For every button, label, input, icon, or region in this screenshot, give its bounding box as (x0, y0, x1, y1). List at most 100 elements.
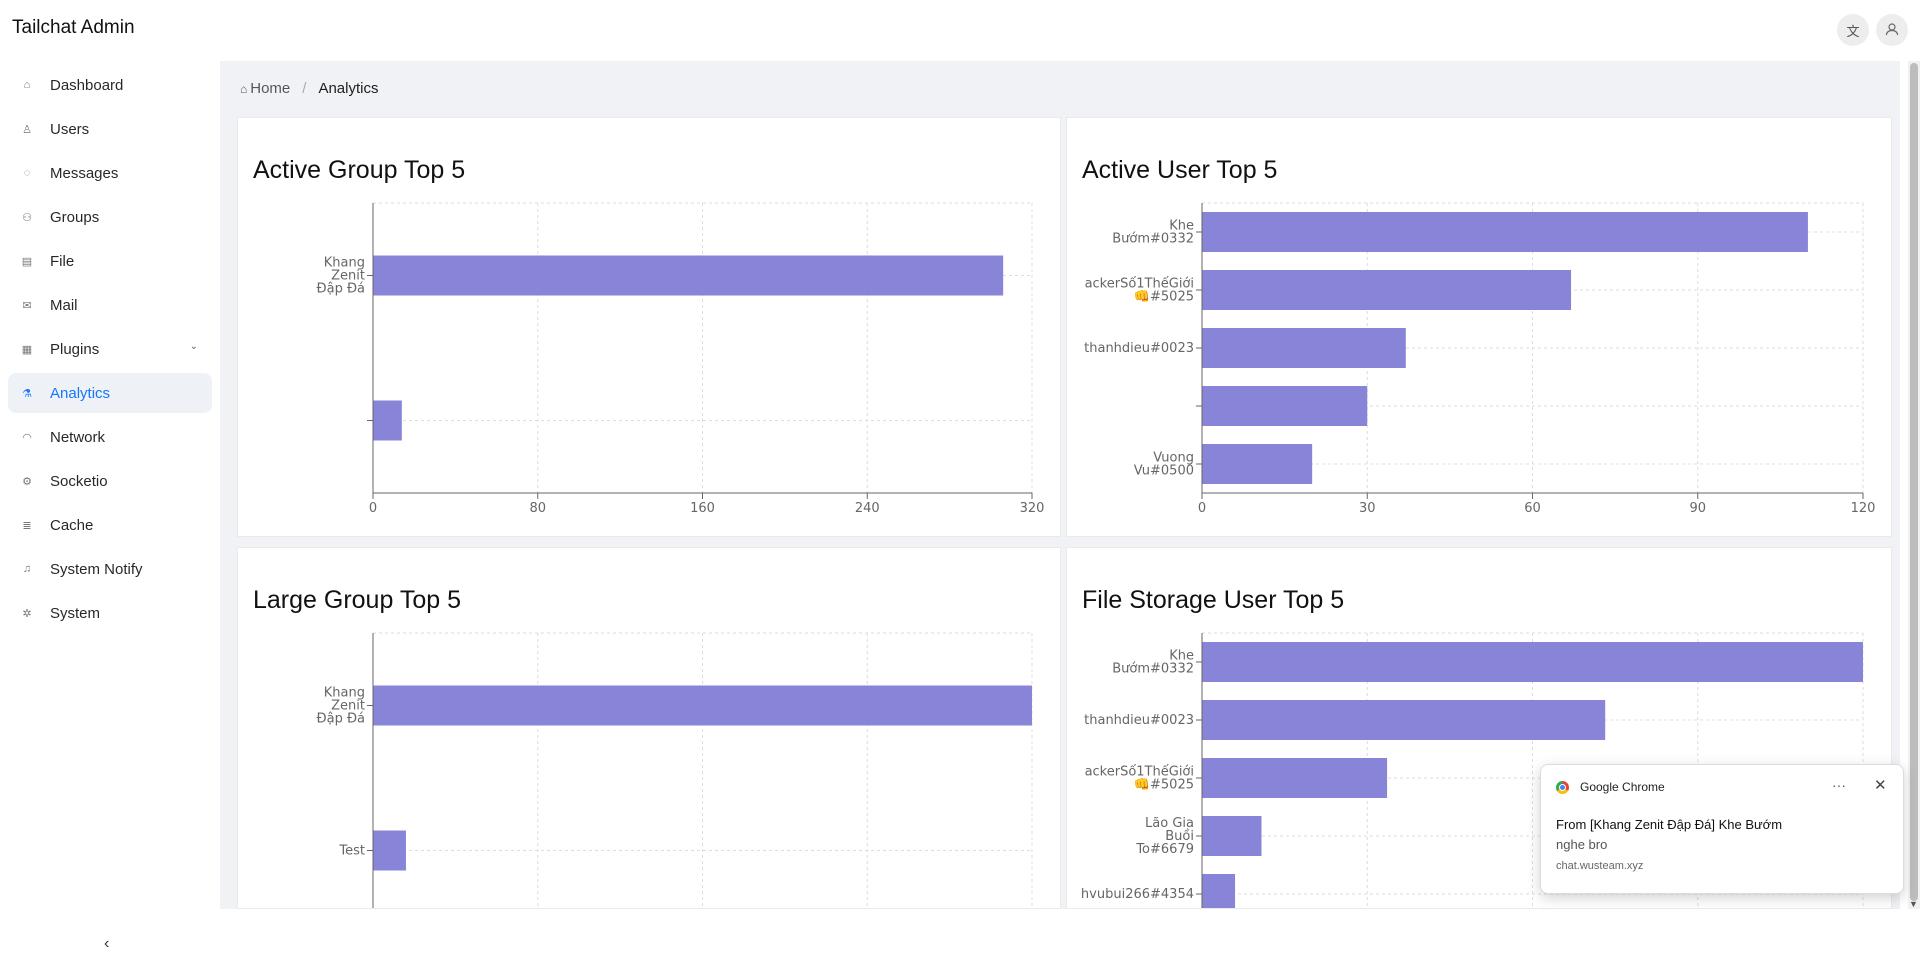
setting-icon: ✲ (22, 607, 32, 620)
x-tick-label: 320 (1020, 501, 1045, 516)
chart-bar[interactable] (1202, 328, 1406, 368)
y-tick-label: Bướm#0332 (1112, 232, 1194, 247)
chart-bar[interactable] (1202, 700, 1606, 740)
sidebar-item-plugins[interactable]: ▦ Plugins ⌄ (8, 329, 212, 369)
chart-title: Active User Top 5 (1082, 156, 1278, 184)
chart-bar[interactable] (1202, 270, 1572, 310)
team-icon: ⚇ (22, 211, 32, 224)
y-tick-label: Bướm#0332 (1112, 662, 1194, 677)
sidebar-item-label: Dashboard (50, 76, 124, 94)
sidebar-item-system-notify[interactable]: ♫ System Notify (8, 549, 212, 589)
translate-icon: 文 (1846, 23, 1860, 39)
x-tick-label: 120 (1851, 501, 1876, 516)
wifi-icon: ◠ (22, 431, 32, 444)
x-tick-label: 0 (369, 501, 377, 516)
sidebar-item-label: Analytics (50, 384, 111, 402)
chart-bar[interactable] (373, 400, 402, 441)
sidebar-item-label: Messages (50, 164, 119, 182)
chart-bar[interactable] (1202, 758, 1388, 798)
y-tick-label: Vu#0500 (1134, 464, 1194, 479)
sidebar-item-groups[interactable]: ⚇ Groups (8, 197, 212, 237)
y-tick-label: Khang (324, 256, 365, 271)
appstore-icon: ▦ (21, 343, 33, 356)
sidebar-item-system[interactable]: ✲ System (8, 593, 212, 633)
sidebar-collapse-button[interactable]: ‹ (104, 935, 109, 953)
chart-bar[interactable] (1202, 642, 1863, 682)
breadcrumb-home[interactable]: Home (250, 80, 291, 97)
notification-app-name: Google Chrome (1580, 780, 1665, 794)
y-tick-label: Khang (324, 686, 365, 701)
api-icon: ⚙ (22, 475, 32, 488)
sidebar-item-network[interactable]: ◠ Network (8, 417, 212, 457)
y-tick-label: Zenit (331, 699, 365, 714)
experiment-icon: ⚗ (22, 387, 32, 400)
browser-notification[interactable]: Google Chrome ··· ✕ From [Khang Zenit Đậ… (1540, 764, 1904, 894)
sidebar-item-socketio[interactable]: ⚙ Socketio (8, 461, 212, 501)
sidebar-item-label: Groups (50, 208, 100, 226)
x-tick-label: 90 (1689, 501, 1706, 516)
sidebar-item-file[interactable]: ▤ File (8, 241, 212, 281)
more-icon[interactable]: ··· (1832, 777, 1846, 793)
translate-button[interactable]: 文 (1837, 14, 1869, 46)
user-avatar-button[interactable] (1876, 14, 1908, 46)
y-tick-label: Khe (1169, 219, 1194, 234)
chart-bar[interactable] (1202, 212, 1808, 252)
mail-icon: ✉ (22, 299, 32, 312)
y-tick-label: ackerSố1ThếGiới (1085, 277, 1194, 292)
x-tick-label: 60 (1524, 501, 1541, 516)
chart-title: File Storage User Top 5 (1082, 586, 1345, 614)
message-icon: ◌ (23, 167, 31, 179)
sidebar: ⌂ Dashboard ♙ Users ◌ Messages ⚇ Groups ▤ File ✉ Ma… (0, 61, 220, 952)
chart-bar[interactable] (1202, 444, 1313, 484)
y-tick-label: 👊#5025 (1134, 290, 1194, 305)
chart-title: Active Group Top 5 (253, 156, 466, 184)
sidebar-item-cache[interactable]: ≣ Cache (8, 505, 212, 545)
y-tick-label: hvubui266#4354 (1081, 887, 1194, 902)
y-tick-label: ackerSố1ThếGiới (1085, 765, 1194, 780)
sidebar-item-label: System Notify (50, 560, 143, 578)
user-icon: ♙ (22, 123, 32, 136)
sidebar-item-label: Network (50, 428, 106, 446)
sidebar-item-messages[interactable]: ◌ Messages (8, 153, 212, 193)
y-tick-label: Test (338, 844, 365, 859)
chart-title: Large Group Top 5 (253, 586, 462, 614)
page-scrollbar[interactable]: ▼ (1908, 61, 1920, 909)
sidebar-item-label: Users (50, 120, 90, 138)
chart-card-active-group: Active Group Top 5 Khang Zenit Đập Đá 0 80 16… (237, 117, 1061, 537)
sidebar-item-label: Mail (50, 296, 78, 314)
sidebar-item-label: Socketio (50, 472, 108, 490)
sidebar-item-analytics[interactable]: ⚗ Analytics (8, 373, 212, 413)
chevron-down-icon[interactable]: ⌄ (189, 341, 198, 352)
chart-card-large-group: Large Group Top 5 Khang Zenit Đập Đá Test (237, 547, 1061, 909)
sidebar-item-label: Cache (50, 516, 94, 534)
chart-bar[interactable] (373, 255, 1004, 296)
sidebar-item-users[interactable]: ♙ Users (8, 109, 212, 149)
scroll-down-arrow-icon[interactable]: ▼ (1909, 899, 1918, 909)
chart-bar[interactable] (1202, 816, 1262, 856)
x-tick-label: 240 (855, 501, 880, 516)
close-icon[interactable]: ✕ (1874, 777, 1887, 794)
y-tick-label: Vuong (1153, 451, 1194, 466)
scrollbar-thumb[interactable] (1910, 63, 1918, 901)
y-tick-label: Lão Gia (1145, 816, 1194, 831)
sidebar-item-label: Plugins (50, 340, 100, 358)
y-tick-label: Buồi (1165, 829, 1194, 844)
y-tick-label: To#6679 (1135, 842, 1194, 857)
sidebar-item-mail[interactable]: ✉ Mail (8, 285, 212, 325)
x-tick-label: 160 (690, 501, 715, 516)
x-tick-label: 0 (1198, 501, 1206, 516)
chart-bar[interactable] (1202, 386, 1368, 426)
bell-icon: ♫ (22, 563, 32, 575)
app-header: Tailchat Admin 文 (0, 0, 1920, 61)
notification-body: nghe bro (1556, 837, 1608, 852)
chart-bar[interactable] (373, 685, 1032, 726)
chart-bar[interactable] (373, 830, 406, 871)
file-icon: ▤ (21, 255, 33, 268)
sidebar-item-dashboard[interactable]: ⌂ Dashboard (8, 65, 212, 105)
chart-bar[interactable] (1202, 874, 1236, 909)
y-tick-label: 👊#5025 (1134, 778, 1194, 793)
y-tick-label: thanhdieu#0023 (1084, 713, 1194, 728)
